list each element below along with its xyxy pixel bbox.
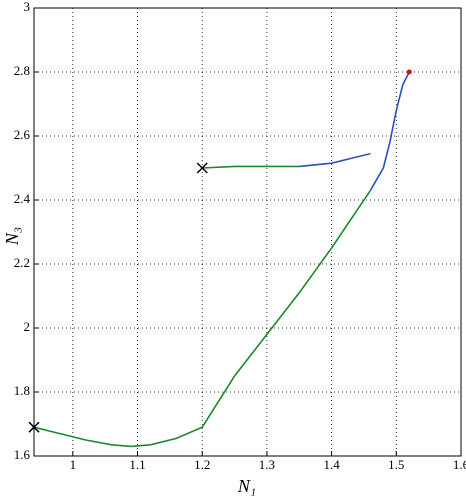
y-tick-label: 2.6: [14, 127, 31, 142]
line: [202, 165, 300, 169]
x-tick-label: 1.5: [388, 457, 404, 472]
x-tick-label: 1.4: [323, 457, 340, 472]
x-tick-label: 1.2: [194, 457, 210, 472]
marker: [406, 69, 412, 75]
marker: [196, 162, 208, 174]
y-axis-label: N₃: [2, 227, 22, 246]
y-tick-label: 1.8: [14, 383, 30, 398]
y-tick-label: 1.6: [14, 447, 31, 462]
y-tick-label: 2.2: [14, 255, 30, 270]
plot-frame: [33, 7, 462, 457]
y-tick-label: 2.8: [14, 63, 30, 78]
y-tick-label: 2: [24, 319, 31, 334]
x-axis-label: N₁: [237, 476, 256, 496]
x-tick-label: 1.6: [453, 457, 466, 472]
line: [33, 189, 372, 448]
line: [369, 71, 410, 191]
y-tick-label: 3: [24, 0, 31, 14]
x-tick-label: 1: [70, 457, 77, 472]
x-tick-label: 1.3: [259, 457, 275, 472]
x-tick-label: 1.1: [129, 457, 145, 472]
marker: [28, 421, 40, 433]
line: [299, 152, 371, 168]
y-tick-label: 2.4: [14, 191, 31, 206]
